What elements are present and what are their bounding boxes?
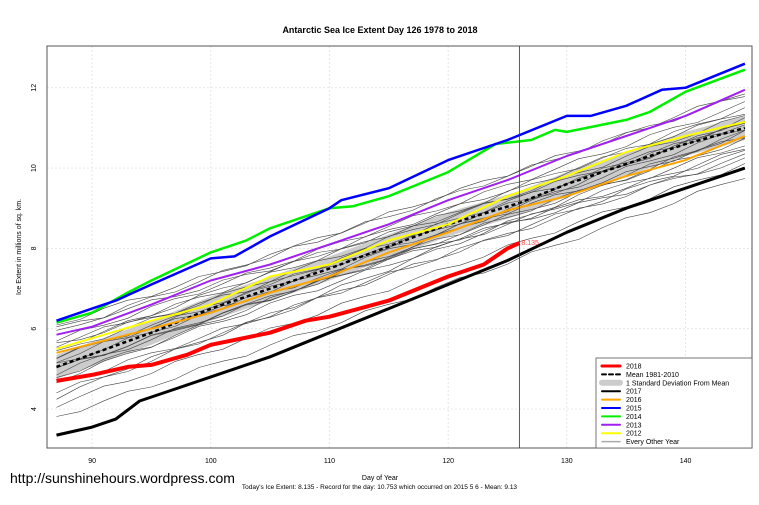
watermark-url: http://sunshinehours.wordpress.com <box>10 470 235 486</box>
legend-label: 2017 <box>626 389 642 396</box>
series-line-2017 <box>56 166 746 437</box>
series-line-2012 <box>56 120 746 350</box>
x-tick-label: 130 <box>561 458 573 465</box>
x-tick-label: 140 <box>680 458 692 465</box>
other-year-line <box>56 130 746 368</box>
x-tick-label: 100 <box>205 458 217 465</box>
other-year-line <box>56 178 745 417</box>
other-year-line <box>56 145 745 378</box>
other-year-line <box>56 153 746 394</box>
legend-label: 2014 <box>626 414 642 421</box>
legend-box <box>595 357 753 449</box>
current-extent-label: 8.135 <box>521 240 539 247</box>
y-tick-label: 8 <box>31 246 38 250</box>
y-tick-label: 10 <box>31 164 38 172</box>
legend-label: 1 Standard Deviation From Mean <box>626 380 729 387</box>
other-year-line <box>56 157 746 359</box>
legend-label: 2013 <box>626 422 642 429</box>
other-year-line <box>56 114 745 349</box>
other-year-line <box>56 130 746 400</box>
legend-label: Mean 1981-2010 <box>626 372 679 379</box>
legend-label: Every Other Year <box>626 439 680 446</box>
other-year-line <box>56 137 745 343</box>
series-line-2018 <box>56 241 521 383</box>
other-year-line <box>56 101 746 342</box>
y-tick-label: 4 <box>31 407 38 411</box>
legend-label: 2016 <box>626 397 642 404</box>
x-tick-label: 110 <box>324 458 335 465</box>
footer-summary: Today's Ice Extent: 8.135 - Record for t… <box>241 484 518 491</box>
legend-label: 2018 <box>626 364 642 371</box>
series-line-2014 <box>56 68 746 324</box>
series-line-2013 <box>56 88 746 336</box>
y-tick-label: 12 <box>31 84 38 92</box>
x-tick-label: 120 <box>442 458 454 465</box>
y-axis-label: Ice Extent in millions of sq. km. <box>16 199 23 295</box>
legend-label: 2012 <box>626 431 642 438</box>
x-axis-label: Day of Year <box>362 475 399 482</box>
series-line-2016 <box>56 135 746 354</box>
other-year-line <box>56 129 745 364</box>
legend-label: 2015 <box>626 406 642 413</box>
y-tick-label: 6 <box>31 327 38 331</box>
other-year-line <box>56 120 746 383</box>
chart-title: Antarctic Sea Ice Extent Day 126 1978 to… <box>282 25 477 35</box>
other-year-line <box>56 93 745 326</box>
other-year-line <box>56 148 745 383</box>
other-year-line <box>56 150 745 369</box>
plot-frame <box>46 45 753 449</box>
x-tick-label: 90 <box>88 458 96 465</box>
series-line-2015 <box>56 62 746 322</box>
